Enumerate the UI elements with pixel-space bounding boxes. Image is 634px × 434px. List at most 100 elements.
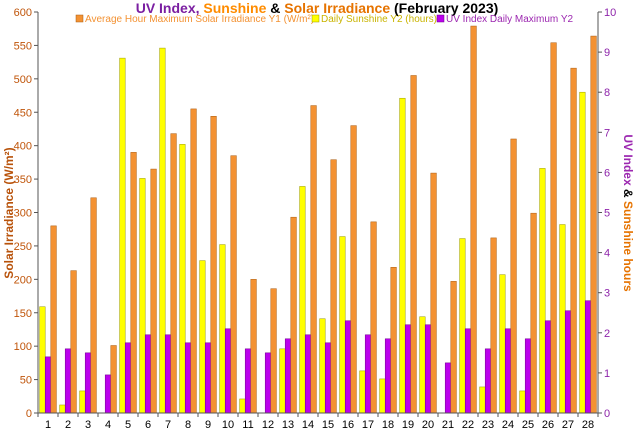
x-tick-label-23: 23 bbox=[482, 419, 494, 431]
y-left-tick-label: 550 bbox=[14, 40, 32, 52]
bar-sunshine-day-2 bbox=[59, 404, 66, 414]
bar-irradiance-day-15 bbox=[330, 159, 337, 414]
x-tick-label-7: 7 bbox=[165, 419, 171, 431]
legend-swatch-uv bbox=[436, 14, 445, 23]
x-tick-label-9: 9 bbox=[205, 419, 211, 431]
bar-uv-day-3 bbox=[84, 352, 92, 414]
legend: Average Hour Maximum Solar Irradiance Y1… bbox=[75, 14, 574, 25]
y-right-tick-label: 9 bbox=[604, 47, 610, 59]
bar-irradiance-day-21 bbox=[450, 281, 457, 414]
y-left-tick-label: 350 bbox=[14, 174, 32, 186]
chart-title: UV Index, Sunshine & Solar Irradiance (F… bbox=[136, 0, 499, 16]
y-left-tick-label: 250 bbox=[14, 241, 32, 253]
legend-label-uv: UV Index Daily Maximum Y2 bbox=[446, 14, 574, 25]
bar-uv-day-15 bbox=[324, 342, 332, 414]
bar-irradiance-day-6 bbox=[150, 168, 157, 414]
bar-irradiance-day-10 bbox=[230, 155, 237, 414]
x-tick-label-16: 16 bbox=[342, 419, 354, 431]
bar-irradiance-day-23 bbox=[490, 237, 497, 414]
y-right-tick-label: 8 bbox=[604, 87, 610, 99]
title-sep-1: , bbox=[196, 0, 204, 16]
y-right-tick-label: 2 bbox=[604, 328, 610, 340]
bar-sunshine-day-22 bbox=[459, 238, 466, 414]
bar-sunshine-day-8 bbox=[179, 144, 186, 414]
bar-irradiance-day-3 bbox=[90, 197, 97, 414]
bar-uv-day-25 bbox=[524, 338, 532, 414]
legend-swatch-irradiance bbox=[75, 14, 84, 23]
bar-sunshine-day-5 bbox=[119, 57, 126, 414]
y-left-axis-label: Solar Irradiance (W/m²) bbox=[2, 147, 16, 278]
bar-irradiance-day-5 bbox=[130, 152, 137, 414]
bar-sunshine-day-17 bbox=[359, 370, 366, 414]
bar-irradiance-day-27 bbox=[570, 67, 577, 414]
x-tick-label-12: 12 bbox=[262, 419, 274, 431]
bar-sunshine-day-25 bbox=[519, 390, 526, 414]
bar-uv-day-17 bbox=[364, 334, 372, 414]
bar-uv-day-5 bbox=[124, 342, 132, 414]
bar-irradiance-day-22 bbox=[470, 25, 477, 414]
bar-uv-day-21 bbox=[444, 362, 452, 414]
y-right-tick-label: 0 bbox=[604, 408, 610, 420]
bar-irradiance-day-20 bbox=[430, 172, 437, 414]
bar-irradiance-day-1 bbox=[50, 225, 57, 414]
bar-irradiance-day-24 bbox=[510, 138, 517, 414]
x-tick-label-3: 3 bbox=[85, 419, 91, 431]
y-left-tick-label: 400 bbox=[14, 141, 32, 153]
y-right-tick-label: 6 bbox=[604, 167, 610, 179]
x-tick-label-21: 21 bbox=[442, 419, 454, 431]
y-left-tick-label: 450 bbox=[14, 107, 32, 119]
bar-uv-day-9 bbox=[204, 342, 212, 414]
x-tick-label-11: 11 bbox=[242, 419, 253, 431]
x-tick-label-6: 6 bbox=[145, 419, 151, 431]
y-left-tick-label: 150 bbox=[14, 308, 32, 320]
bar-uv-day-26 bbox=[544, 320, 552, 414]
x-tick-label-2: 2 bbox=[65, 419, 71, 431]
title-sunshine: Sunshine bbox=[203, 0, 266, 16]
bar-uv-day-11 bbox=[244, 348, 252, 414]
bar-irradiance-day-2 bbox=[70, 270, 77, 414]
y-left-tick-label: 300 bbox=[14, 208, 32, 220]
legend-label-irradiance: Average Hour Maximum Solar Irradiance Y1… bbox=[85, 14, 314, 25]
bar-uv-day-19 bbox=[404, 324, 412, 414]
x-tick-label-5: 5 bbox=[125, 419, 131, 431]
x-tick-label-15: 15 bbox=[322, 419, 334, 431]
x-tick-label-20: 20 bbox=[422, 419, 434, 431]
x-tick-label-25: 25 bbox=[522, 419, 534, 431]
bar-sunshine-day-1 bbox=[39, 306, 46, 414]
bar-sunshine-day-6 bbox=[139, 178, 146, 414]
bar-uv-day-10 bbox=[224, 328, 232, 414]
bar-irradiance-day-26 bbox=[550, 42, 557, 414]
bar-sunshine-day-10 bbox=[219, 244, 226, 414]
bar-uv-day-8 bbox=[184, 342, 192, 414]
bar-uv-day-27 bbox=[564, 310, 572, 414]
y-left-tick-label: 0 bbox=[26, 408, 32, 420]
bar-irradiance-day-13 bbox=[290, 216, 297, 414]
bar-irradiance-day-28 bbox=[590, 35, 597, 414]
bar-sunshine-day-16 bbox=[339, 236, 346, 414]
y-right-tick-label: 4 bbox=[604, 248, 610, 260]
bar-sunshine-day-26 bbox=[539, 168, 546, 414]
bar-sunshine-day-28 bbox=[579, 91, 586, 414]
bar-sunshine-day-24 bbox=[499, 274, 506, 414]
bar-uv-day-7 bbox=[164, 334, 172, 414]
bar-uv-day-6 bbox=[144, 334, 152, 414]
bar-uv-day-24 bbox=[504, 328, 512, 414]
x-tick-label-1: 1 bbox=[45, 419, 51, 431]
plot-area bbox=[39, 25, 597, 414]
bar-uv-day-18 bbox=[384, 338, 392, 414]
bar-uv-day-1 bbox=[44, 356, 52, 414]
y-right-axis-label-sun: Sunshine hours bbox=[621, 201, 634, 292]
bar-sunshine-day-18 bbox=[379, 378, 386, 414]
y-left-tick-label: 600 bbox=[14, 7, 32, 19]
bar-uv-day-22 bbox=[464, 328, 472, 414]
bar-sunshine-day-3 bbox=[79, 390, 86, 414]
bar-irradiance-day-14 bbox=[310, 105, 317, 414]
x-tick-label-26: 26 bbox=[542, 419, 554, 431]
bar-sunshine-day-14 bbox=[299, 186, 306, 414]
bar-uv-day-14 bbox=[304, 334, 312, 414]
x-tick-label-4: 4 bbox=[105, 419, 111, 431]
x-tick-label-8: 8 bbox=[185, 419, 191, 431]
y-right-axis-label: UV Index & Sunshine hours bbox=[621, 134, 634, 292]
bar-sunshine-day-7 bbox=[159, 47, 166, 414]
bar-sunshine-day-27 bbox=[559, 224, 566, 414]
